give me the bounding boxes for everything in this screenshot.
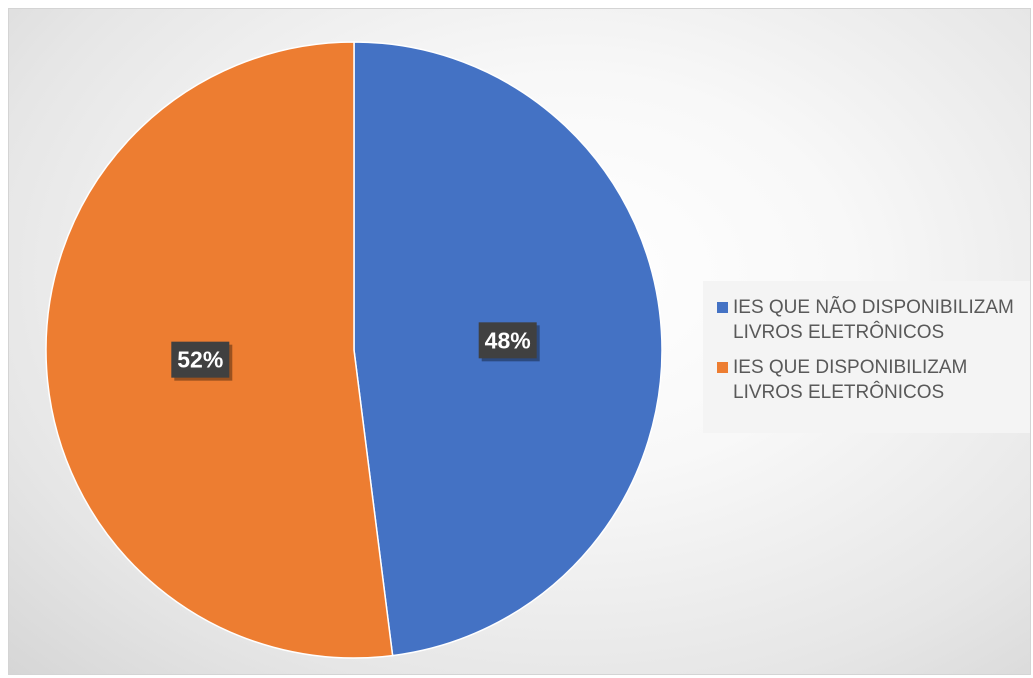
data-label-background [478, 322, 537, 359]
legend-item-disponibilizam: IES QUE DISPONIBILIZAM LIVROS ELETRÔNICO… [717, 355, 1024, 405]
legend: IES QUE NÃO DISPONIBILIZAM LIVROS ELETRÔ… [703, 281, 1030, 433]
legend-swatch-orange [717, 362, 728, 373]
chart-area: 48% 52% IES QUE NÃO DISPONIBILIZAM LIVROS… [8, 8, 1031, 675]
legend-label: IES QUE NÃO DISPONIBILIZAM LIVROS ELETRÔ… [733, 297, 1014, 343]
data-label-text: 48% [485, 327, 531, 353]
data-label-1: 48% [478, 322, 540, 362]
legend-item-nao-disponibilizam: IES QUE NÃO DISPONIBILIZAM LIVROS ELETRÔ… [717, 295, 1024, 345]
pie-chart: 48% 52% [45, 41, 663, 659]
legend-label: IES QUE DISPONIBILIZAM LIVROS ELETRÔNICO… [733, 357, 968, 403]
data-label-background [171, 341, 230, 378]
legend-swatch-blue [717, 302, 728, 313]
data-label-text: 52% [177, 347, 223, 373]
data-label-2: 52% [171, 341, 233, 381]
